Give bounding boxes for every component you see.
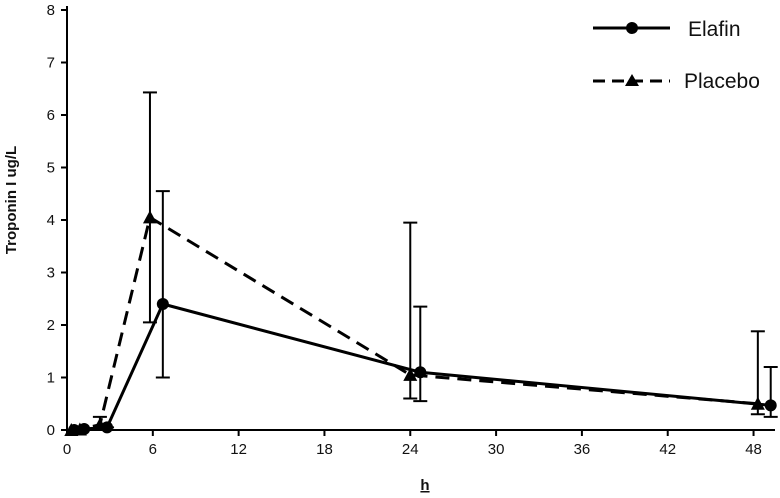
legend-item-placebo: Placebo — [593, 70, 760, 93]
data-point-placebo — [72, 422, 87, 436]
y-tick-label: 2 — [47, 317, 55, 334]
y-tick-label: 6 — [47, 107, 55, 124]
x-tick-label: 30 — [488, 441, 505, 458]
x-tick-label: 18 — [316, 441, 333, 458]
data-point-placebo — [142, 210, 157, 224]
y-tick-label: 1 — [47, 370, 55, 387]
x-tick-label: 24 — [402, 441, 419, 458]
data-point-elafin — [764, 399, 777, 412]
legend-label-placebo: Placebo — [684, 70, 760, 93]
data-point-placebo — [403, 367, 418, 381]
y-axis-label: Troponin I ug/L — [3, 146, 20, 254]
x-axis-label: h — [420, 477, 429, 494]
y-tick-label: 0 — [47, 422, 55, 439]
y-tick-label: 8 — [47, 2, 55, 19]
y-tick-label: 7 — [47, 55, 55, 72]
legend-label-elafin: Elafin — [688, 18, 741, 41]
x-tick-label: 36 — [574, 441, 591, 458]
x-tick-label: 42 — [659, 441, 676, 458]
data-point-elafin — [156, 298, 169, 310]
legend-marker-elafin — [626, 22, 638, 34]
x-tick-label: 48 — [745, 441, 762, 458]
y-tick-label: 4 — [47, 212, 55, 229]
y-tick-label: 3 — [47, 265, 55, 282]
legend-item-elafin: Elafin — [593, 18, 741, 41]
y-tick-label: 5 — [47, 160, 55, 177]
x-tick-label: 12 — [230, 441, 247, 458]
data-point-placebo — [750, 396, 765, 410]
data-point-placebo — [92, 417, 107, 431]
legend-marker-placebo — [625, 74, 639, 86]
x-tick-label: 0 — [63, 441, 71, 458]
x-tick-label: 6 — [149, 441, 157, 458]
legend: Elafin Placebo — [593, 18, 760, 93]
